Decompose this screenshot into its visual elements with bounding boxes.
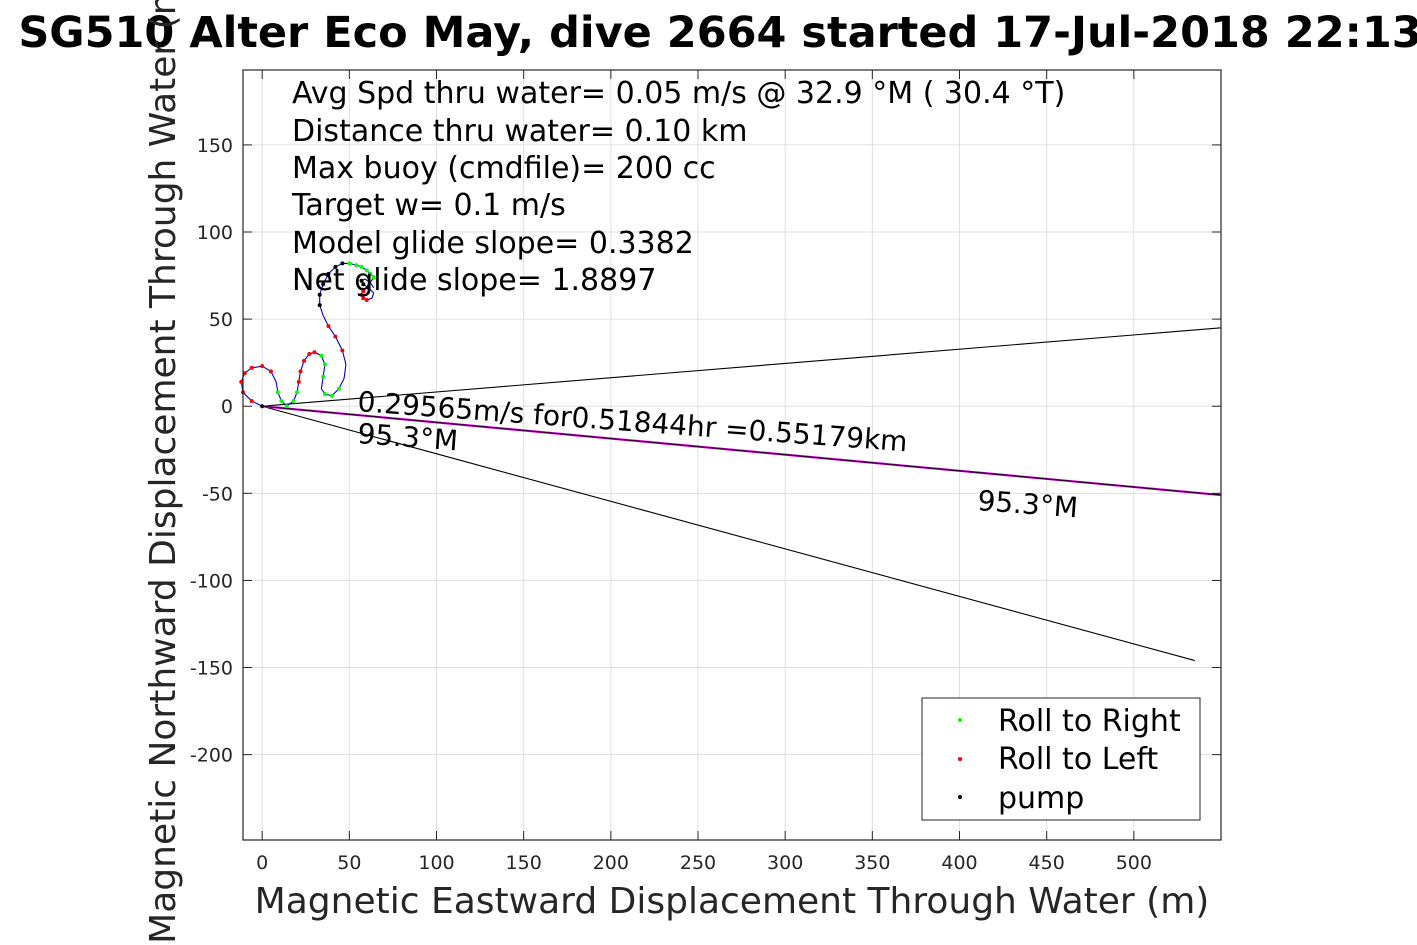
point-roll-to-right <box>275 390 280 395</box>
point-pump <box>366 285 371 290</box>
heading-label-far: 95.3°M <box>976 484 1079 524</box>
info-text-block: Avg Spd thru water= 0.05 m/s @ 32.9 °M (… <box>291 76 1065 298</box>
point-roll-to-left <box>242 371 247 376</box>
x-tick-label: 250 <box>680 852 716 874</box>
point-roll-to-left <box>312 350 317 355</box>
point-roll-to-right <box>347 261 352 266</box>
point-pump <box>317 303 322 308</box>
cone-line <box>262 327 1222 407</box>
point-roll-to-right <box>359 264 364 269</box>
point-roll-to-right <box>279 398 284 403</box>
chart-title: SG510 Alter Eco May, dive 2664 started 1… <box>18 8 1417 58</box>
point-pump <box>340 261 345 266</box>
point-roll-to-left <box>249 365 254 370</box>
point-roll-to-right <box>368 271 373 276</box>
axes-box <box>242 69 1222 841</box>
point-roll-to-left <box>326 324 331 329</box>
legend: Roll to Right Roll to Left pump <box>921 697 1201 821</box>
x-tick-label: 500 <box>1116 852 1152 874</box>
y-tick-label: -200 <box>190 745 233 767</box>
info-distance: Distance thru water= 0.10 km <box>292 114 747 149</box>
point-roll-to-right <box>354 263 359 268</box>
legend-label-roll-right: Roll to Right <box>998 704 1181 739</box>
point-roll-to-left <box>333 334 338 339</box>
point-roll-to-right <box>284 404 289 409</box>
y-tick-label: -50 <box>202 483 233 505</box>
x-axis-label: Magnetic Eastward Displacement Through W… <box>255 881 1210 922</box>
point-roll-to-right <box>319 353 324 358</box>
point-roll-to-right <box>371 275 376 280</box>
point-pump <box>359 278 364 283</box>
y-tick-label: 0 <box>221 396 233 418</box>
point-roll-to-right <box>291 398 296 403</box>
point-roll-to-left <box>359 292 364 297</box>
x-tick-label: 100 <box>418 852 454 874</box>
legend-marker-pump <box>958 795 962 799</box>
point-roll-to-left <box>340 348 345 353</box>
x-tick-label: 350 <box>854 852 890 874</box>
legend-label-pump: pump <box>998 781 1084 816</box>
info-max-buoy: Max buoy (cmdfile)= 200 cc <box>292 151 716 186</box>
info-target-w: Target w= 0.1 m/s <box>291 188 566 223</box>
point-roll-to-left <box>298 369 303 374</box>
legend-marker-roll-left <box>958 757 962 761</box>
x-tick-label: 150 <box>506 852 542 874</box>
point-pump <box>321 282 326 287</box>
point-roll-to-right <box>295 390 300 395</box>
point-roll-to-left <box>239 379 244 384</box>
point-roll-to-left <box>268 369 273 374</box>
point-roll-to-left <box>364 297 369 302</box>
plot-marks <box>239 261 1222 662</box>
x-tick-label: 450 <box>1029 852 1065 874</box>
y-axis-label: Magnetic Northward Displacement Through … <box>143 0 184 944</box>
point-roll-to-right <box>321 374 326 379</box>
legend-marker-roll-right <box>958 718 962 722</box>
y-tick-label: -100 <box>190 570 233 592</box>
point-roll-to-right <box>329 393 334 398</box>
legend-label-roll-left: Roll to Left <box>998 742 1158 777</box>
y-tick-label: 150 <box>197 135 233 157</box>
point-roll-to-left <box>361 289 366 294</box>
point-roll-to-left <box>249 398 254 403</box>
info-avg-speed: Avg Spd thru water= 0.05 m/s @ 32.9 °M (… <box>292 76 1065 111</box>
heading-label-near: 95.3°M <box>356 417 459 457</box>
point-roll-to-right <box>336 386 341 391</box>
y-tick-label: -150 <box>190 658 233 680</box>
point-pump <box>326 271 331 276</box>
y-tick-label: 100 <box>197 222 233 244</box>
point-pump <box>260 404 265 409</box>
y-tick-label: 50 <box>209 309 233 331</box>
x-tick-label: 400 <box>941 852 977 874</box>
point-roll-to-right <box>322 362 327 367</box>
info-net-glide-slope: Net glide slope= 1.8897 <box>292 263 656 298</box>
point-roll-to-left <box>307 351 312 356</box>
legend-box <box>921 697 1201 821</box>
point-pump <box>333 264 338 269</box>
x-tick-label: 200 <box>593 852 629 874</box>
point-roll-to-left <box>302 358 307 363</box>
point-roll-to-left <box>260 364 265 369</box>
point-roll-to-right <box>322 392 327 397</box>
x-tick-label: 300 <box>767 852 803 874</box>
point-roll-to-left <box>361 296 366 301</box>
point-roll-to-right <box>364 268 369 273</box>
ticks: 0 50 100 150 200 250 300 350 400 450 500-200-150-1… <box>190 70 1221 874</box>
point-pump <box>361 282 366 287</box>
current-vector-overlay <box>262 405 1222 496</box>
cone-line <box>262 405 1195 662</box>
point-pump <box>317 292 322 297</box>
x-tick-label: 50 <box>337 852 361 874</box>
x-tick-label: 0 <box>256 852 268 874</box>
info-model-glide-slope: Model glide slope= 0.3382 <box>292 226 694 261</box>
point-roll-to-left <box>296 379 301 384</box>
